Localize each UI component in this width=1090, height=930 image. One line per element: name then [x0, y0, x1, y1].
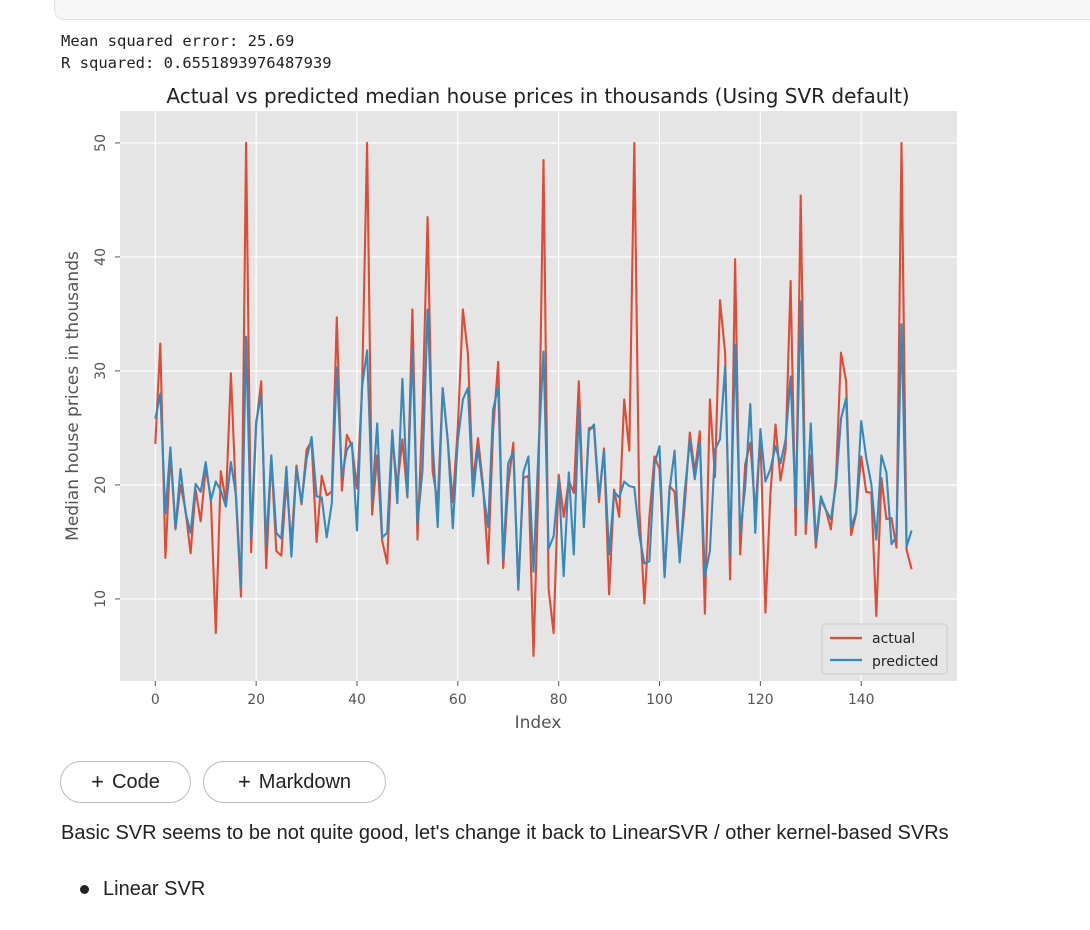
- legend-actual-label: actual: [872, 631, 915, 647]
- y-tick-label: 40: [93, 248, 109, 266]
- bullet-icon: [80, 885, 89, 894]
- series-lines: [154, 141, 913, 657]
- chart-title: Actual vs predicted median house prices …: [166, 84, 909, 108]
- x-tick-label: 60: [449, 692, 467, 708]
- y-tick-label: 50: [93, 134, 109, 152]
- series-line-actual: [154, 141, 913, 657]
- mse-output-line: Mean squared error: 25.69: [61, 32, 295, 50]
- plus-icon: +: [237, 769, 251, 794]
- r-squared-output-line: R squared: 0.6551893976487939: [61, 54, 332, 72]
- legend-predicted-label: predicted: [872, 654, 938, 670]
- x-tick-label: 120: [747, 692, 774, 708]
- y-tick-label: 20: [93, 476, 109, 494]
- previous-cell-container: [54, 0, 1090, 20]
- list-item: Linear SVR: [80, 878, 205, 901]
- line-chart: 0 20 40 60 80 100 120 140 10 20 30 40 50 Actual vs p…: [63, 84, 957, 733]
- series-line-predicted: [154, 300, 913, 590]
- markdown-list: Linear SVR: [80, 878, 205, 901]
- add-markdown-label: Markdown: [258, 770, 352, 793]
- x-tick-label: 0: [151, 692, 160, 708]
- add-markdown-cell-button[interactable]: + Markdown: [203, 761, 386, 803]
- grid-lines: [120, 111, 957, 681]
- x-tick-label: 100: [646, 692, 673, 708]
- add-code-cell-button[interactable]: + Code: [60, 761, 191, 803]
- legend: actual predicted: [821, 623, 948, 675]
- markdown-paragraph: Basic SVR seems to be not quite good, le…: [61, 822, 949, 844]
- cell-output-text: Mean squared error: 25.69 R squared: 0.6…: [61, 30, 332, 74]
- y-tick-label: 10: [93, 590, 109, 608]
- y-axis-label: Median house prices in thousands: [63, 251, 83, 541]
- x-axis-label: Index: [515, 713, 562, 733]
- add-code-label: Code: [112, 770, 160, 793]
- y-tick-label: 30: [93, 362, 109, 380]
- x-tick-label: 40: [348, 692, 366, 708]
- plus-icon: +: [91, 769, 105, 794]
- x-tick-label: 80: [550, 692, 568, 708]
- axis-ticks: 0 20 40 60 80 100 120 140 10 20 30 40 50: [93, 134, 875, 708]
- list-item-text: Linear SVR: [103, 878, 206, 900]
- legend-box: [821, 623, 948, 675]
- x-tick-label: 140: [848, 692, 875, 708]
- x-tick-label: 20: [247, 692, 265, 708]
